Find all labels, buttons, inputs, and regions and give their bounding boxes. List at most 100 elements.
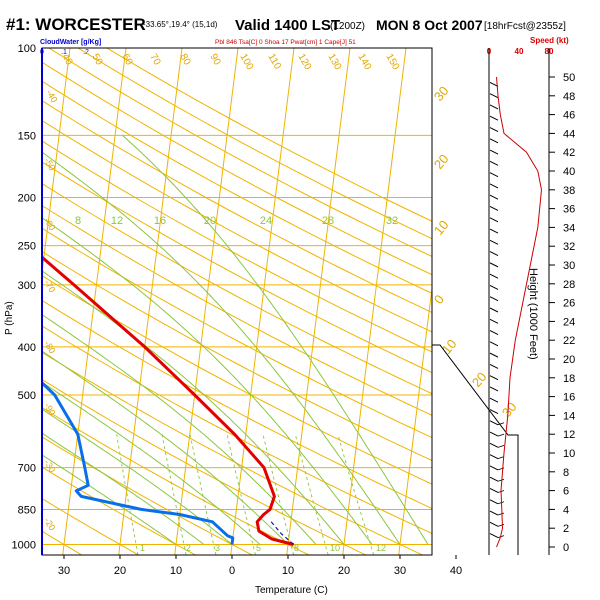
dry-adiabat — [42, 351, 423, 555]
pressure-axis: 100 150 200 250 300 400 500 700 850 1000 — [12, 43, 36, 551]
date-label: MON 8 Oct 2007 — [376, 17, 483, 33]
temperature-axis: 30 20 10 0 10 20 30 40 — [58, 555, 462, 577]
moist-adiabat — [42, 314, 317, 545]
wind-barb — [489, 138, 499, 144]
moist-top-label: 10 — [439, 336, 460, 357]
height-tick-10: 10 — [563, 448, 575, 460]
height-tick-22: 22 — [563, 335, 575, 347]
isotherm — [342, 48, 407, 555]
height-tick-38: 38 — [563, 185, 575, 197]
dry-adiabat — [42, 251, 432, 462]
dry-adiabat-label: 120 — [295, 52, 313, 72]
moist-adiabat — [42, 454, 177, 545]
height-tick-34: 34 — [563, 222, 575, 234]
wind-barb — [489, 442, 499, 448]
height-tick-40: 40 — [563, 166, 575, 178]
dry-adiabat — [42, 378, 367, 555]
height-tick-14: 14 — [563, 410, 575, 422]
moist-adiabat-label: 32 — [386, 215, 398, 227]
pressure-tick-700: 700 — [18, 463, 36, 475]
height-tick-48: 48 — [563, 91, 575, 103]
height-axis-label: Height (1000 Feet) — [527, 268, 539, 360]
wind-barb-flag — [497, 478, 505, 482]
pressure-tick-500: 500 — [18, 390, 36, 402]
moist-top-label: 20 — [431, 151, 452, 172]
y-axis-label: P (hPa) — [4, 301, 15, 335]
mixing-ratio-line — [189, 434, 217, 555]
wind-barb — [489, 341, 499, 347]
height-tick-36: 36 — [563, 204, 575, 216]
pressure-tick-250: 250 — [18, 241, 36, 253]
wind-barb — [489, 81, 499, 87]
wind-barb — [489, 465, 499, 471]
height-tick-30: 30 — [563, 260, 575, 272]
isotherm — [286, 48, 351, 555]
pressure-tick-850: 850 — [18, 504, 36, 516]
forecast-label: [18hrFcst@2355z] — [484, 21, 566, 32]
valid-utc-label: (1200Z) — [330, 21, 365, 32]
dry-adiabat — [42, 466, 196, 555]
height-tick-44: 44 — [563, 128, 575, 140]
wind-barb — [489, 262, 499, 268]
dry-adiabat — [42, 205, 432, 416]
moist-top-label: 10 — [431, 217, 452, 238]
wind-barb — [489, 206, 499, 211]
isotherm — [118, 48, 183, 555]
mixing-ratio-label: 5 — [256, 543, 261, 553]
valid-label: Valid 1400 LST — [235, 17, 340, 34]
station-title: #1: WORCESTER — [6, 15, 146, 34]
mixing-ratio-label: 3 — [215, 543, 220, 553]
temperature-tick-label: 40 — [450, 565, 462, 577]
moist-adiabat — [42, 270, 345, 545]
height-tick-2: 2 — [563, 523, 569, 535]
wind-barb — [489, 363, 499, 369]
wind-barb — [489, 239, 499, 245]
moist-top-label: 0 — [431, 292, 447, 307]
moist-adiabat — [122, 135, 429, 545]
dry-adiabat-label: 70 — [147, 52, 162, 68]
wind-barb — [489, 318, 499, 324]
wind-barb — [489, 307, 499, 313]
wind-barb — [489, 431, 499, 437]
moist-adiabat-label: 8 — [75, 215, 81, 227]
temperature-tick-label: 10 — [282, 565, 294, 577]
mixing-ratio-label: 2 — [186, 543, 191, 553]
isobar-gridlines — [42, 48, 432, 545]
dry-adiabat — [42, 119, 432, 333]
dry-adiabat-label: 140 — [355, 52, 373, 72]
moist-adiabat-label: 28 — [322, 215, 334, 227]
isotherm — [455, 48, 518, 555]
wind-barb — [489, 454, 499, 460]
wind-barb — [489, 183, 499, 189]
terrain-outline — [432, 344, 519, 555]
wind-barb — [489, 476, 499, 482]
wind-barb — [489, 296, 499, 302]
wind-barb — [489, 488, 499, 493]
dry-adiabat — [77, 48, 432, 240]
wind-barb — [489, 510, 499, 516]
temperature-tick-label: 10 — [170, 565, 182, 577]
moist-adiabat — [42, 381, 261, 545]
temperature-tick-label: 20 — [114, 565, 126, 577]
height-tick-18: 18 — [563, 373, 575, 385]
wind-barb — [489, 217, 499, 223]
wind-barb — [489, 93, 499, 99]
wind-barb — [489, 172, 499, 178]
height-tick-26: 26 — [563, 298, 575, 310]
dry-adiabat-label: 90 — [207, 52, 222, 68]
height-tick-46: 46 — [563, 110, 575, 122]
speed-label: Speed (kt) — [530, 36, 569, 45]
dry-adiabat — [42, 80, 432, 294]
wind-barbs — [489, 81, 505, 539]
wind-barb — [489, 420, 499, 426]
mixing-ratio-label: 10 — [330, 543, 340, 553]
dry-adiabats — [42, 48, 432, 555]
dry-adiabat-label: 50 — [89, 52, 104, 68]
moist-adiabat — [42, 151, 401, 545]
dry-adiabat — [42, 182, 432, 395]
wind-barb — [489, 104, 499, 110]
isotherm-label: -20 — [42, 516, 57, 532]
pressure-tick-100: 100 — [18, 43, 36, 55]
wind-barb — [489, 521, 499, 527]
cloud-water-tick: .1 — [61, 49, 67, 56]
